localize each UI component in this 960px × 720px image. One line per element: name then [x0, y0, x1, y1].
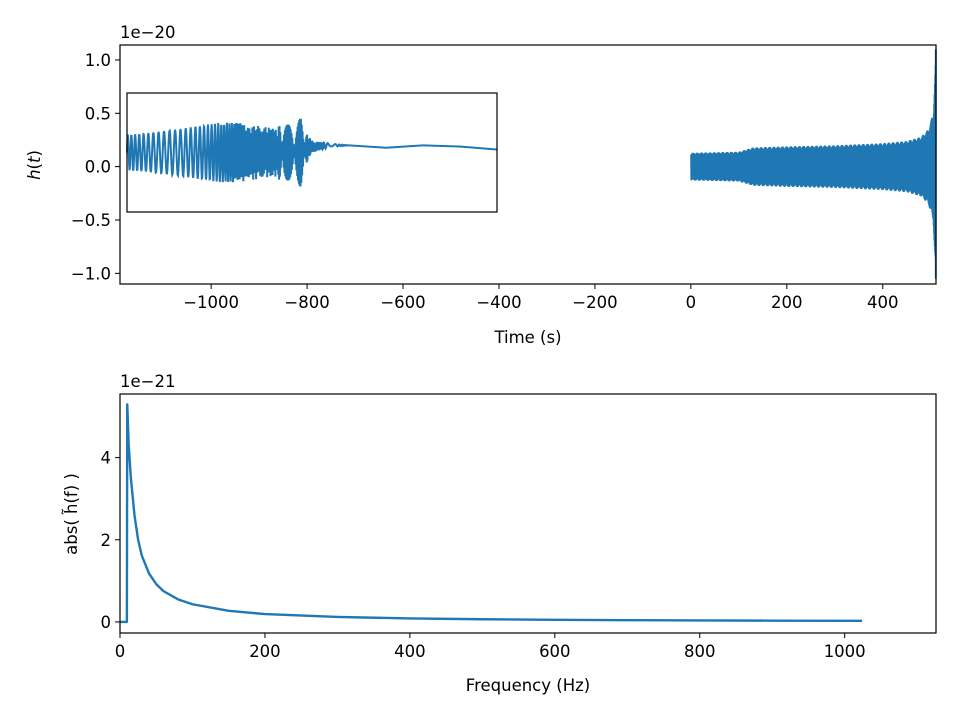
time-xtick-label-5: 0 [686, 293, 697, 312]
frequency-domain-plot-area [120, 403, 863, 624]
frequency-xtick-label-1: 200 [249, 642, 281, 661]
time-ytick-label-1: −0.5 [71, 211, 111, 230]
frequency-ytick-label-2: 4 [101, 449, 112, 468]
time-y-axis-label-part-2: t [25, 156, 44, 163]
time-xtick-label-2: −600 [380, 293, 425, 312]
frequency-ytick-label-1: 2 [101, 531, 112, 550]
frequency-y-offset-text: 1e−21 [120, 372, 175, 391]
time-y-axis-label-part-1: ( [25, 163, 44, 169]
inset-axes [126, 92, 498, 213]
time-x-ticks: −1000 −800 −600 −400 −200 0 200 400 [183, 284, 899, 312]
time-y-axis-label: h(t) [25, 150, 44, 180]
time-y-offset-text: 1e−20 [120, 23, 175, 42]
frequency-xtick-label-5: 1000 [824, 642, 866, 661]
time-y-axis-label-part-0: h [25, 169, 44, 179]
time-y-axis-label-part-3: ) [25, 150, 44, 156]
frequency-domain-axes: 0 200 400 600 800 1000 0 2 4 1e−21 Frequency (H… [62, 372, 937, 695]
frequency-x-axis-label: Frequency (Hz) [466, 676, 590, 695]
frequency-xtick-label-4: 800 [684, 642, 716, 661]
frequency-xtick-label-2: 400 [394, 642, 426, 661]
frequency-xtick-label-0: 0 [115, 642, 126, 661]
time-xtick-label-3: −400 [476, 293, 521, 312]
time-domain-axes: −1000 −800 −600 −400 −200 0 200 400 −1.0 −0.5 0.0… [25, 23, 937, 347]
frequency-x-ticks: 0 200 400 600 800 1000 [115, 633, 866, 661]
time-xtick-label-7: 400 [867, 293, 899, 312]
time-xtick-label-0: −1000 [183, 293, 239, 312]
time-ytick-label-0: −1.0 [71, 264, 111, 283]
time-series-line [690, 49, 937, 266]
time-ytick-label-4: 1.0 [85, 51, 111, 70]
time-ytick-label-2: 0.0 [85, 158, 111, 177]
inset-frame [126, 92, 498, 213]
frequency-domain-frame [119, 393, 937, 634]
frequency-ytick-label-0: 0 [101, 613, 112, 632]
frequency-xtick-label-3: 600 [539, 642, 571, 661]
time-x-axis-label: Time (s) [493, 328, 561, 347]
time-xtick-label-6: 200 [771, 293, 803, 312]
time-xtick-label-1: −800 [284, 293, 329, 312]
frequency-y-axis-label: abs( h̃(f) ) [62, 473, 81, 555]
time-domain-frame [119, 44, 937, 285]
frequency-y-ticks: 0 2 4 [101, 449, 120, 632]
time-xtick-label-4: −200 [572, 293, 617, 312]
inset-series-line [126, 118, 498, 187]
frequency-series-line [120, 403, 863, 624]
time-ytick-label-3: 0.5 [85, 104, 111, 123]
time-y-ticks: −1.0 −0.5 0.0 0.5 1.0 [71, 51, 120, 283]
